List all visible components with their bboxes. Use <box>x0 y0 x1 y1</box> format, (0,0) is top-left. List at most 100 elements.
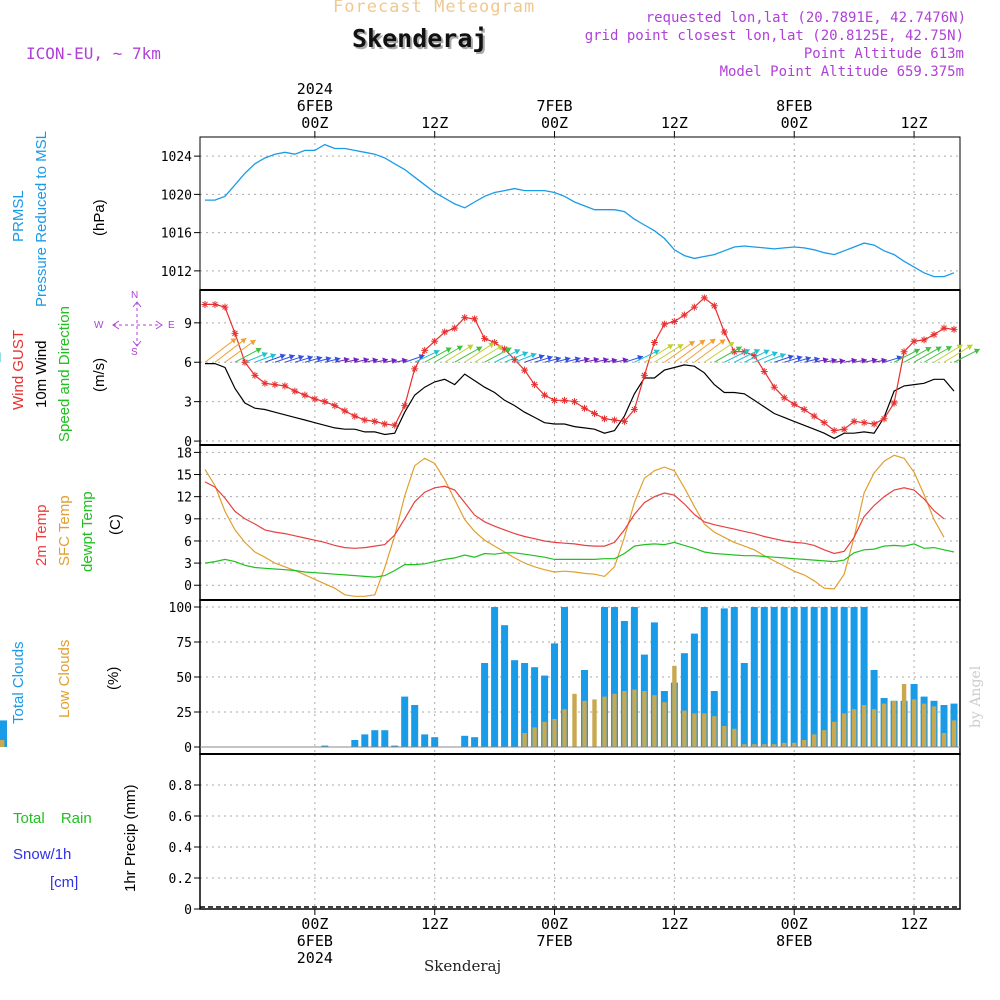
total-cloud-bar <box>630 607 638 747</box>
wind-direction-arrow <box>794 355 812 363</box>
wind-arrow-shaft <box>734 349 761 363</box>
total-cloud-bar <box>521 663 529 747</box>
wind-direction-arrow <box>864 357 878 364</box>
total-clouds-label: Total Clouds <box>10 641 27 724</box>
total-cloud-bar <box>770 607 778 747</box>
y-tick-label: 1012 <box>161 265 192 280</box>
wind-arrow-shaft <box>744 349 770 363</box>
low-cloud-bar <box>752 744 757 747</box>
y-tick-label: 3 <box>184 557 192 572</box>
low-cloud-bar <box>712 716 717 747</box>
low-cloud-bar <box>861 705 867 747</box>
wind-direction-arrow <box>224 339 257 363</box>
time-label-top: 00Z <box>781 114 808 132</box>
y-tick-label: 25 <box>176 706 192 721</box>
gust-marker <box>900 348 908 356</box>
total-cloud-bar <box>740 663 748 747</box>
wind-direction-arrow <box>264 353 286 363</box>
wind-arrow-shaft <box>294 356 314 363</box>
wind-direction-arrow <box>764 352 786 363</box>
wind-arrow-head <box>667 344 674 350</box>
total-cloud-bar <box>660 691 668 747</box>
wind-direction-arrow <box>434 345 463 363</box>
wind-arrow-head <box>787 354 794 361</box>
wind-arrow-shaft <box>584 358 600 363</box>
gust-marker <box>411 365 419 373</box>
wind-direction-arrow <box>624 354 644 363</box>
wind-arrow-head <box>230 338 237 344</box>
gust-marker <box>261 379 269 387</box>
wind-direction-arrow <box>274 354 295 363</box>
wind-arrow-shaft <box>654 343 684 363</box>
time-label-bottom: 2024 <box>297 949 333 967</box>
wind-arrow-shaft <box>604 359 618 363</box>
gust-marker <box>291 387 299 395</box>
gust-marker <box>910 337 918 345</box>
wind-direction-arrow <box>244 351 268 363</box>
wind-direction-arrow <box>734 349 761 363</box>
gust-marker <box>471 315 479 323</box>
wind-arrow-shaft <box>544 357 562 363</box>
total-cloud-bar <box>890 700 898 747</box>
wind-arrow-head <box>935 346 942 352</box>
wind-arrow-shaft <box>794 357 812 363</box>
point-altitude: Point Altitude 613m <box>803 46 964 62</box>
total-cloud-bar <box>720 608 728 747</box>
wind-arrow-head <box>279 353 286 360</box>
low-cloud-bar <box>682 710 687 747</box>
wind-unit: (m/s) <box>91 357 108 392</box>
gust-marker <box>880 415 888 423</box>
total-cloud-bar <box>581 670 588 747</box>
wind-arrow-head <box>871 357 878 364</box>
y-tick-label: 0 <box>184 903 192 918</box>
wind-arrow-shaft <box>424 347 452 363</box>
gust-marker <box>341 407 349 415</box>
wind-arrow-head <box>401 357 408 364</box>
gust-marker <box>680 311 688 319</box>
gust-marker <box>521 366 529 374</box>
wind-arrow-head <box>966 344 973 351</box>
gust-marker <box>311 395 319 403</box>
snow-unit: [cm] <box>50 874 79 891</box>
wind-arrow-shaft <box>564 357 581 363</box>
y-tick-label: 0.4 <box>169 841 193 856</box>
panel-frame <box>199 753 961 910</box>
wind-arrow-shaft <box>434 345 463 363</box>
wind-arrow-shaft <box>814 358 829 363</box>
time-label-top: 7FEB <box>536 97 572 115</box>
wind-direction-arrow <box>804 356 820 363</box>
total-cloud-bar <box>351 740 359 747</box>
y-tick-label: 12 <box>176 491 192 506</box>
panel-frame <box>199 599 961 755</box>
low-cloud-bar <box>522 733 527 747</box>
low-cloud-bar <box>732 728 737 747</box>
wind-arrow-head <box>611 357 618 364</box>
total-cloud-bar <box>411 705 419 747</box>
total-cloud-bar <box>710 691 718 747</box>
model-label: ICON-EU, ~ 7km <box>26 44 161 63</box>
wind-arrow-head <box>456 345 463 352</box>
wind-direction-arrow <box>464 342 495 363</box>
gust-marker <box>700 294 708 302</box>
wind-direction-arrow <box>634 349 660 363</box>
total-cloud-bar <box>840 607 848 747</box>
pressure-label-line2: Pressure Reduced to MSL <box>33 131 50 307</box>
y-tick-label: 1016 <box>161 227 192 242</box>
gust-marker <box>720 328 728 336</box>
total-cloud-bar <box>760 607 768 747</box>
wind-arrow-shaft <box>514 353 537 363</box>
wind-direction-arrow <box>933 344 963 363</box>
wind-arrow-head <box>391 357 398 364</box>
wind-arrow-head <box>813 356 820 363</box>
wind-arrow-head <box>514 349 521 355</box>
time-label-bottom: 6FEB <box>297 932 333 950</box>
wind-arrow-head <box>325 356 332 363</box>
wind-arrow-head <box>925 347 932 353</box>
gust-marker <box>650 339 658 347</box>
y-tick-label: 6 <box>184 535 192 550</box>
wind-arrow-head <box>861 357 867 364</box>
gust-marker <box>571 398 579 406</box>
wind-arrow-shaft <box>714 346 742 363</box>
compass-e: E <box>168 320 175 331</box>
